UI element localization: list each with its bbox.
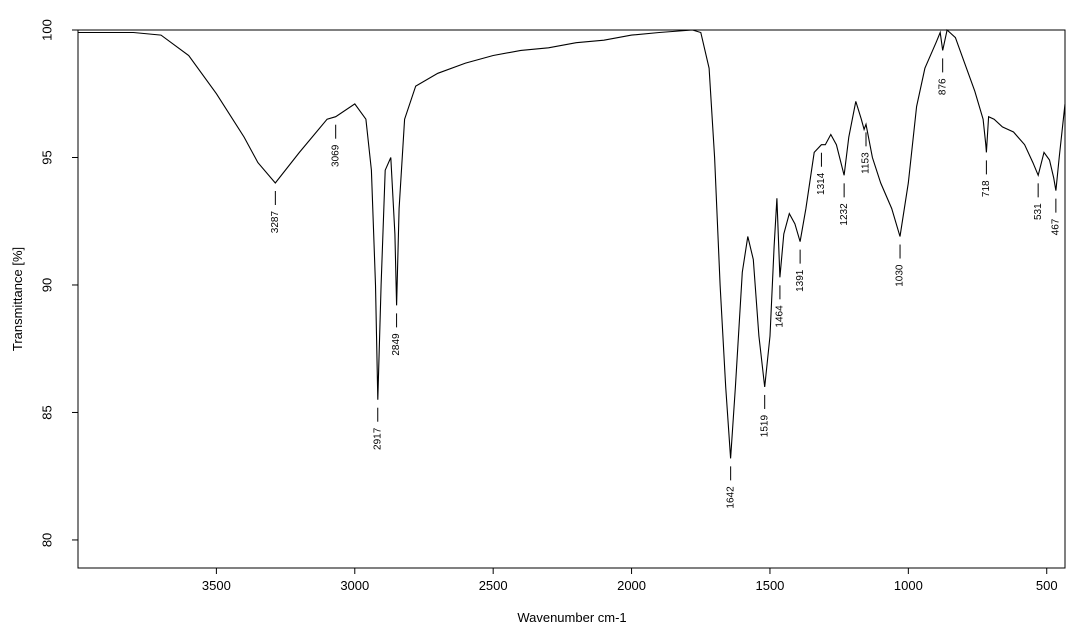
- peak-label: 531: [1033, 203, 1044, 220]
- peak-label: 1030: [895, 264, 906, 287]
- x-tick-label: 2500: [479, 578, 508, 593]
- plot-frame: [77, 29, 1066, 569]
- peak-label: 876: [937, 78, 948, 95]
- x-axis-label: Wavenumber cm-1: [517, 610, 626, 625]
- peak-label: 1391: [795, 269, 806, 292]
- peak-label: 1464: [775, 305, 786, 328]
- x-tick-label: 1500: [755, 578, 784, 593]
- y-tick-label: 100: [39, 19, 54, 41]
- x-tick-label: 3000: [340, 578, 369, 593]
- y-tick-label: 95: [39, 150, 54, 164]
- y-tick-label: 80: [39, 533, 54, 547]
- x-tick-label: 500: [1036, 578, 1058, 593]
- peak-label: 3069: [330, 144, 341, 167]
- x-tick-label: 3500: [202, 578, 231, 593]
- peak-label: 718: [981, 180, 992, 197]
- peak-label: 1519: [759, 415, 770, 438]
- peak-label: 1642: [725, 486, 736, 509]
- peak-label: 1232: [839, 203, 850, 226]
- y-tick-label: 90: [39, 278, 54, 292]
- peak-label: 467: [1051, 218, 1062, 235]
- peak-label: 2849: [391, 333, 402, 356]
- x-tick-label: 2000: [617, 578, 646, 593]
- y-tick-label: 85: [39, 405, 54, 419]
- spectrum-line: [78, 28, 1066, 459]
- peak-label: 1314: [816, 172, 827, 195]
- peak-label: 1153: [861, 152, 872, 174]
- peak-label: 2917: [372, 427, 383, 450]
- y-axis-label: Transmittance [%]: [10, 247, 25, 351]
- peak-label: 3287: [270, 211, 281, 234]
- x-tick-label: 1000: [894, 578, 923, 593]
